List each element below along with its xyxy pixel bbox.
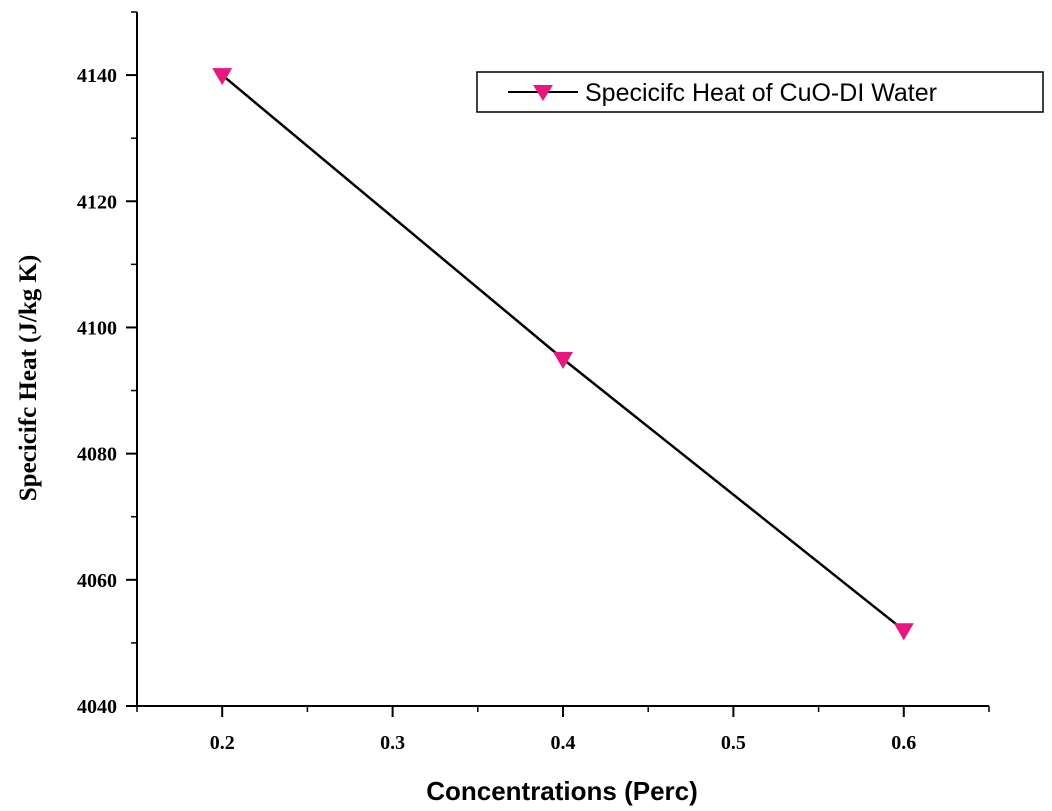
x-tick-label: 0.4 bbox=[551, 732, 576, 754]
x-tick-label: 0.2 bbox=[210, 732, 235, 754]
x-tick-label: 0.6 bbox=[891, 732, 916, 754]
y-tick-label: 4100 bbox=[77, 317, 117, 339]
x-axis-ticks: 0.2 0.3 0.4 0.5 0.6 bbox=[136, 706, 990, 754]
x-axis-title: Concentrations (Perc) bbox=[426, 776, 698, 806]
legend-marker-sample bbox=[533, 85, 553, 101]
data-point-marker bbox=[553, 352, 573, 369]
x-tick-label: 0.5 bbox=[721, 732, 746, 754]
y-tick-label: 4120 bbox=[77, 191, 117, 213]
series-layer bbox=[212, 68, 914, 641]
legend: Specicifc Heat of CuO-DI Water bbox=[476, 71, 1044, 113]
y-axis-ticks: 4040 4060 4080 4100 4120 4140 bbox=[77, 11, 137, 718]
x-tick-label: 0.3 bbox=[380, 732, 405, 754]
y-tick-label: 4040 bbox=[77, 696, 117, 718]
y-tick-label: 4140 bbox=[77, 65, 117, 87]
data-point-marker bbox=[893, 623, 914, 641]
y-tick-label: 4060 bbox=[77, 570, 117, 592]
data-point-marker bbox=[212, 68, 233, 86]
y-axis-title: Specicifc Heat (J/kg K) bbox=[15, 255, 42, 501]
legend-label: Specicifc Heat of CuO-DI Water bbox=[585, 79, 937, 107]
y-tick-label: 4080 bbox=[77, 444, 117, 466]
